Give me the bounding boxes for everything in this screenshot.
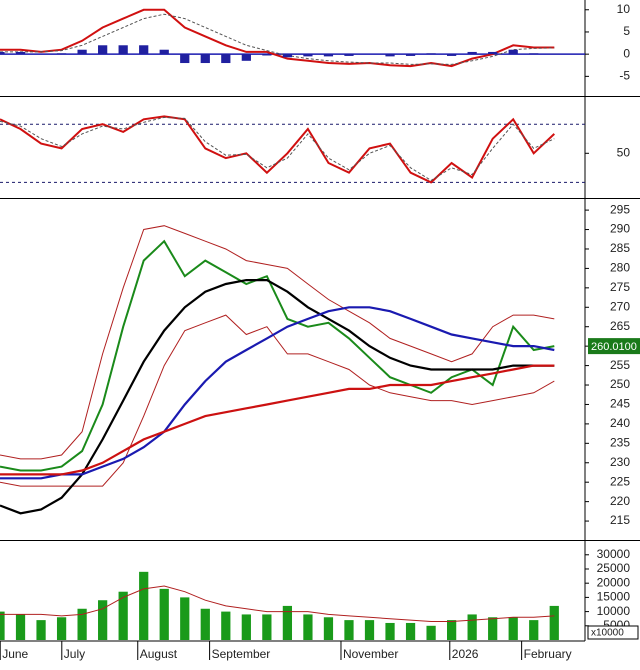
bar [262,614,271,640]
y-tick-label: 10 [617,2,631,16]
price-label: 260.0100 [591,341,637,353]
y-tick-label: 30000 [597,547,631,561]
series-line [0,226,554,459]
y-tick-label: 10000 [597,604,631,618]
y-tick-label: 225 [610,474,630,488]
bar [529,53,538,54]
bar [324,617,333,640]
bar [201,609,210,640]
y-tick-label: 230 [610,455,630,469]
bar [406,623,415,640]
bar [119,45,128,54]
bar [488,52,497,54]
bar [468,614,477,640]
bar [529,620,538,640]
unit-label: x10000 [591,628,624,639]
bar [242,54,251,61]
y-tick-label: 15000 [597,590,631,604]
x-tick-label: August [140,647,178,661]
bar [221,612,230,640]
y-tick-label: 245 [610,397,630,411]
y-tick-label: 0 [623,46,630,60]
y-tick-label: 265 [610,319,630,333]
y-tick-label: 5 [623,24,630,38]
series-line [0,315,554,486]
bar [344,54,353,56]
bar [262,54,271,55]
bar [447,54,456,56]
x-tick-label: February [524,647,572,661]
bar [426,53,435,54]
bar [16,614,25,640]
bar [16,52,25,54]
series-line [0,366,554,475]
bar [160,589,169,640]
bar [0,52,5,54]
x-tick-label: June [2,647,28,661]
y-tick-label: 215 [610,513,630,527]
y-tick-label: 290 [610,222,630,236]
bar [344,620,353,640]
y-tick-label: 250 [610,377,630,391]
bar [426,626,435,640]
bar [57,53,66,54]
bar [303,54,312,56]
bar [57,617,66,640]
bar [324,54,333,56]
bar [0,612,5,640]
bar [180,54,189,63]
bar [303,614,312,640]
series-line [0,307,554,478]
bar [509,50,518,54]
bar [77,50,86,54]
bar [385,623,394,640]
y-tick-label: 255 [610,358,630,372]
x-tick-label: 2026 [452,647,479,661]
y-tick-label: 25000 [597,561,631,575]
bar [221,54,230,63]
y-tick-label: 275 [610,280,630,294]
series-line [0,241,554,470]
bar [139,572,148,640]
bar [139,45,148,54]
bar [98,45,107,54]
bar [180,597,189,640]
y-tick-label: 270 [610,299,630,313]
bar [550,606,559,640]
bar [36,620,45,640]
y-tick-label: 235 [610,435,630,449]
bar [468,52,477,54]
x-tick-label: September [212,647,271,661]
bar [447,620,456,640]
bar [160,50,169,54]
bar [283,606,292,640]
x-tick-label: November [343,647,398,661]
bar [488,617,497,640]
bar [283,54,292,57]
series-line [0,280,554,513]
bar [98,600,107,640]
y-tick-label: 240 [610,416,630,430]
x-tick-label: July [64,647,85,661]
bar [509,617,518,640]
bar [242,614,251,640]
y-tick-label: 280 [610,261,630,275]
bar [201,54,210,63]
series-line [0,116,554,182]
y-tick-label: -5 [619,69,630,83]
bar [365,620,374,640]
y-tick-label: 50 [617,145,631,159]
y-tick-label: 20000 [597,575,631,589]
bar [406,54,415,56]
y-tick-label: 220 [610,494,630,508]
y-tick-label: 285 [610,241,630,255]
bar [385,54,394,56]
series-line [0,10,554,66]
series-line [0,117,554,180]
y-tick-label: 295 [610,202,630,216]
